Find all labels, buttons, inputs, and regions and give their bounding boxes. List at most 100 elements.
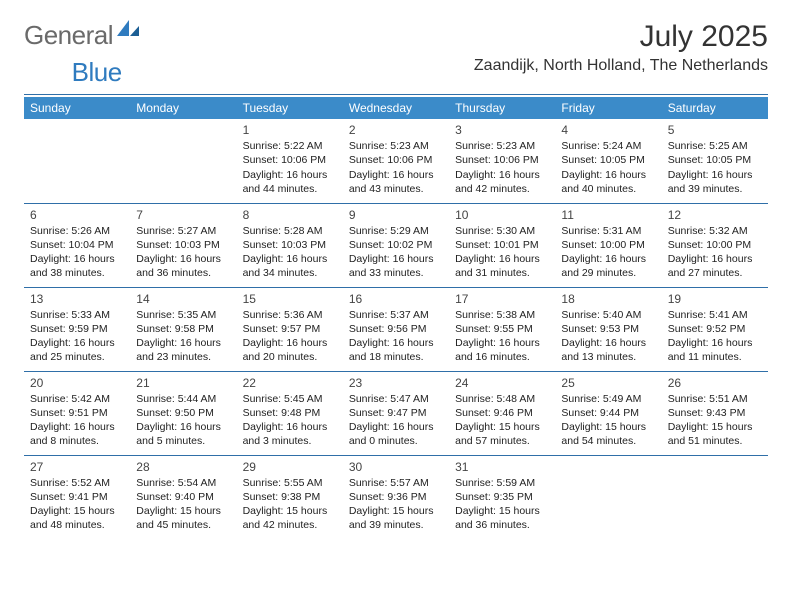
sunset-line: Sunset: 9:47 PM: [349, 406, 443, 420]
daylight-line: Daylight: 15 hours and 39 minutes.: [349, 504, 443, 532]
calendar-day-empty: [555, 455, 661, 539]
day-header: Sunday: [24, 97, 130, 119]
daylight-line: Daylight: 16 hours and 42 minutes.: [455, 168, 549, 196]
sunset-line: Sunset: 9:50 PM: [136, 406, 230, 420]
sunrise-line: Sunrise: 5:23 AM: [349, 139, 443, 153]
daylight-line: Daylight: 16 hours and 23 minutes.: [136, 336, 230, 364]
day-number: 15: [243, 291, 337, 307]
sunrise-line: Sunrise: 5:35 AM: [136, 308, 230, 322]
sunrise-line: Sunrise: 5:55 AM: [243, 476, 337, 490]
sunrise-line: Sunrise: 5:30 AM: [455, 224, 549, 238]
sunset-line: Sunset: 10:00 PM: [561, 238, 655, 252]
sunrise-line: Sunrise: 5:49 AM: [561, 392, 655, 406]
sunrise-line: Sunrise: 5:41 AM: [668, 308, 762, 322]
calendar-day: 22Sunrise: 5:45 AMSunset: 9:48 PMDayligh…: [237, 371, 343, 455]
sunrise-line: Sunrise: 5:57 AM: [349, 476, 443, 490]
daylight-line: Daylight: 15 hours and 48 minutes.: [30, 504, 124, 532]
sunset-line: Sunset: 10:01 PM: [455, 238, 549, 252]
sunrise-line: Sunrise: 5:52 AM: [30, 476, 124, 490]
calendar-day: 11Sunrise: 5:31 AMSunset: 10:00 PMDaylig…: [555, 203, 661, 287]
brand-name-1: General: [24, 20, 113, 51]
daylight-line: Daylight: 15 hours and 57 minutes.: [455, 420, 549, 448]
sunset-line: Sunset: 10:03 PM: [243, 238, 337, 252]
day-number: 24: [455, 375, 549, 391]
sunset-line: Sunset: 9:48 PM: [243, 406, 337, 420]
calendar-head: SundayMondayTuesdayWednesdayThursdayFrid…: [24, 97, 768, 119]
brand-name-2: Blue: [72, 57, 122, 88]
calendar-day: 6Sunrise: 5:26 AMSunset: 10:04 PMDayligh…: [24, 203, 130, 287]
day-number: 30: [349, 459, 443, 475]
sunset-line: Sunset: 9:38 PM: [243, 490, 337, 504]
daylight-line: Daylight: 15 hours and 51 minutes.: [668, 420, 762, 448]
sunset-line: Sunset: 9:44 PM: [561, 406, 655, 420]
calendar-day: 3Sunrise: 5:23 AMSunset: 10:06 PMDayligh…: [449, 119, 555, 203]
daylight-line: Daylight: 16 hours and 34 minutes.: [243, 252, 337, 280]
day-number: 12: [668, 207, 762, 223]
calendar-day: 24Sunrise: 5:48 AMSunset: 9:46 PMDayligh…: [449, 371, 555, 455]
day-number: 25: [561, 375, 655, 391]
calendar-day-empty: [24, 119, 130, 203]
sunset-line: Sunset: 9:53 PM: [561, 322, 655, 336]
sunset-line: Sunset: 9:43 PM: [668, 406, 762, 420]
sunrise-line: Sunrise: 5:28 AM: [243, 224, 337, 238]
brand-logo: General: [24, 20, 141, 51]
sunset-line: Sunset: 10:00 PM: [668, 238, 762, 252]
calendar-day: 21Sunrise: 5:44 AMSunset: 9:50 PMDayligh…: [130, 371, 236, 455]
calendar-day: 10Sunrise: 5:30 AMSunset: 10:01 PMDaylig…: [449, 203, 555, 287]
sunrise-line: Sunrise: 5:22 AM: [243, 139, 337, 153]
month-title: July 2025: [474, 20, 768, 53]
calendar-day: 14Sunrise: 5:35 AMSunset: 9:58 PMDayligh…: [130, 287, 236, 371]
calendar-day: 17Sunrise: 5:38 AMSunset: 9:55 PMDayligh…: [449, 287, 555, 371]
calendar-day: 27Sunrise: 5:52 AMSunset: 9:41 PMDayligh…: [24, 455, 130, 539]
daylight-line: Daylight: 16 hours and 16 minutes.: [455, 336, 549, 364]
calendar-day: 9Sunrise: 5:29 AMSunset: 10:02 PMDayligh…: [343, 203, 449, 287]
calendar-day: 30Sunrise: 5:57 AMSunset: 9:36 PMDayligh…: [343, 455, 449, 539]
day-number: 3: [455, 122, 549, 138]
daylight-line: Daylight: 15 hours and 54 minutes.: [561, 420, 655, 448]
daylight-line: Daylight: 16 hours and 39 minutes.: [668, 168, 762, 196]
day-number: 9: [349, 207, 443, 223]
day-header: Wednesday: [343, 97, 449, 119]
sunset-line: Sunset: 10:02 PM: [349, 238, 443, 252]
calendar-day: 26Sunrise: 5:51 AMSunset: 9:43 PMDayligh…: [662, 371, 768, 455]
sunrise-line: Sunrise: 5:33 AM: [30, 308, 124, 322]
sunrise-line: Sunrise: 5:31 AM: [561, 224, 655, 238]
sunrise-line: Sunrise: 5:25 AM: [668, 139, 762, 153]
calendar-day: 1Sunrise: 5:22 AMSunset: 10:06 PMDayligh…: [237, 119, 343, 203]
sunrise-line: Sunrise: 5:42 AM: [30, 392, 124, 406]
sunrise-line: Sunrise: 5:26 AM: [30, 224, 124, 238]
sunset-line: Sunset: 9:51 PM: [30, 406, 124, 420]
calendar-day: 23Sunrise: 5:47 AMSunset: 9:47 PMDayligh…: [343, 371, 449, 455]
day-header: Saturday: [662, 97, 768, 119]
calendar-day: 18Sunrise: 5:40 AMSunset: 9:53 PMDayligh…: [555, 287, 661, 371]
daylight-line: Daylight: 16 hours and 44 minutes.: [243, 168, 337, 196]
day-number: 10: [455, 207, 549, 223]
sunrise-line: Sunrise: 5:23 AM: [455, 139, 549, 153]
sunrise-line: Sunrise: 5:37 AM: [349, 308, 443, 322]
daylight-line: Daylight: 15 hours and 42 minutes.: [243, 504, 337, 532]
day-number: 5: [668, 122, 762, 138]
daylight-line: Daylight: 16 hours and 40 minutes.: [561, 168, 655, 196]
day-number: 28: [136, 459, 230, 475]
day-number: 23: [349, 375, 443, 391]
daylight-line: Daylight: 15 hours and 45 minutes.: [136, 504, 230, 532]
sunrise-line: Sunrise: 5:48 AM: [455, 392, 549, 406]
top-rule: [24, 94, 768, 95]
day-number: 18: [561, 291, 655, 307]
day-number: 14: [136, 291, 230, 307]
calendar-table: SundayMondayTuesdayWednesdayThursdayFrid…: [24, 97, 768, 539]
day-number: 21: [136, 375, 230, 391]
calendar-week: 1Sunrise: 5:22 AMSunset: 10:06 PMDayligh…: [24, 119, 768, 203]
sunset-line: Sunset: 10:03 PM: [136, 238, 230, 252]
calendar-day: 15Sunrise: 5:36 AMSunset: 9:57 PMDayligh…: [237, 287, 343, 371]
sunrise-line: Sunrise: 5:54 AM: [136, 476, 230, 490]
calendar-day-empty: [662, 455, 768, 539]
sunset-line: Sunset: 9:55 PM: [455, 322, 549, 336]
sunset-line: Sunset: 10:05 PM: [668, 153, 762, 167]
calendar-page: General July 2025 Zaandijk, North Hollan…: [0, 0, 792, 549]
calendar-day: 16Sunrise: 5:37 AMSunset: 9:56 PMDayligh…: [343, 287, 449, 371]
calendar-day: 29Sunrise: 5:55 AMSunset: 9:38 PMDayligh…: [237, 455, 343, 539]
sunrise-line: Sunrise: 5:51 AM: [668, 392, 762, 406]
daylight-line: Daylight: 16 hours and 31 minutes.: [455, 252, 549, 280]
calendar-day: 8Sunrise: 5:28 AMSunset: 10:03 PMDayligh…: [237, 203, 343, 287]
